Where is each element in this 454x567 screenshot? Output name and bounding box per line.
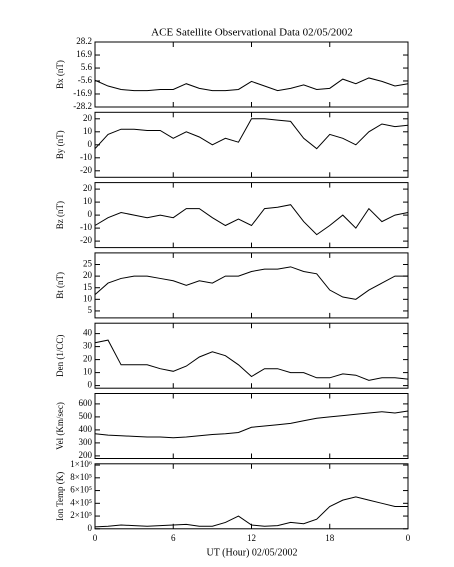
y-axis-label: Den (1/CC)	[55, 335, 65, 377]
y-tick-label: -20	[80, 235, 92, 245]
y-axis-label: Bx (nT)	[55, 60, 65, 89]
panel-frame	[94, 111, 409, 178]
data-line	[94, 77, 409, 92]
y-tick-label: 20	[83, 113, 93, 123]
y-tick-label: 8×10⁵	[70, 472, 92, 482]
x-tick-label: 0	[406, 533, 411, 543]
y-tick-label: 300	[79, 437, 93, 447]
y-tick-label: 2×10⁵	[70, 510, 92, 520]
data-line	[94, 339, 409, 381]
y-axis-label: Ion Temp (K)	[55, 472, 65, 521]
y-tick-label: 20	[83, 183, 93, 193]
x-axis-label: UT (Hour) 02/05/2002	[207, 547, 298, 558]
y-tick-label: 16.9	[76, 49, 92, 59]
panel-frame	[94, 322, 409, 389]
chart-title: ACE Satellite Observational Data 02/05/2…	[151, 27, 353, 39]
y-tick-label: 10	[83, 293, 93, 303]
y-tick-label: 30	[83, 341, 93, 351]
y-tick-label: 25	[83, 259, 93, 269]
y-axis-label: Bt (nT)	[55, 272, 65, 299]
x-tick-label: 0	[93, 533, 98, 543]
y-tick-label: 15	[83, 282, 93, 292]
y-tick-label: 400	[79, 424, 93, 434]
panel-frame	[94, 41, 409, 108]
y-tick-label: 5.6	[81, 62, 93, 72]
x-tick-label: 18	[325, 533, 335, 543]
y-tick-label: -10	[80, 222, 92, 232]
y-tick-label: 200	[79, 450, 93, 460]
y-tick-label: 28.2	[76, 36, 92, 46]
data-line	[94, 410, 409, 439]
y-tick-label: -20	[80, 165, 92, 175]
panel-frame	[94, 182, 409, 249]
y-axis-label: Bz (nT)	[55, 201, 65, 229]
y-tick-label: -16.9	[73, 88, 92, 98]
data-line	[94, 496, 408, 528]
y-tick-label: 4×10⁵	[70, 497, 92, 507]
y-tick-label: 10	[83, 126, 93, 136]
y-tick-label: 0	[88, 523, 93, 533]
y-axis-label: By (nT)	[55, 130, 65, 159]
y-axis-label: Vel (Km/sec)	[55, 402, 65, 450]
y-tick-label: 0	[88, 139, 93, 149]
y-tick-label: 1×10⁶	[70, 459, 92, 469]
y-tick-label: 40	[83, 328, 93, 338]
y-tick-label: -5.6	[78, 75, 93, 85]
y-tick-label: 6×10⁵	[70, 485, 92, 495]
y-tick-label: 600	[79, 398, 93, 408]
y-tick-label: 20	[83, 354, 93, 364]
y-tick-label: 0	[88, 209, 93, 219]
y-tick-label: 10	[83, 367, 93, 377]
x-tick-label: 12	[247, 533, 256, 543]
data-line	[94, 118, 409, 150]
y-tick-label: -10	[80, 152, 92, 162]
x-tick-label: 6	[171, 533, 176, 543]
y-tick-label: 20	[83, 270, 93, 280]
y-tick-label: 500	[79, 411, 93, 421]
panel-frame	[94, 252, 409, 319]
data-line	[94, 204, 409, 236]
data-line	[94, 266, 408, 300]
y-tick-label: 10	[83, 196, 93, 206]
y-tick-label: 0	[88, 380, 93, 390]
y-tick-label: -28.2	[73, 101, 92, 111]
panel-frame	[94, 463, 409, 530]
panel-frame	[94, 393, 409, 459]
y-tick-label: 5	[88, 305, 93, 315]
